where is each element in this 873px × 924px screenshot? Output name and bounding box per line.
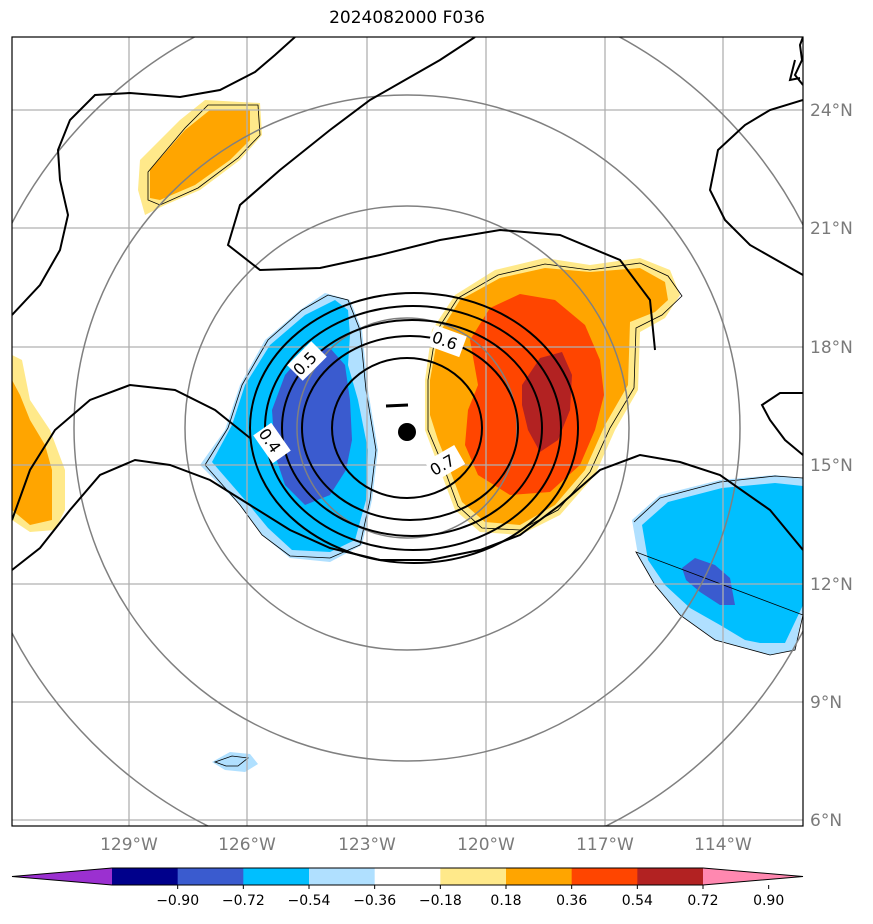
lat-label: 24°N (810, 101, 853, 121)
colorbar-segment (177, 868, 244, 885)
positive-anomaly-patch (150, 110, 250, 200)
lon-label: 129°W (100, 835, 158, 855)
map-frame (11, 36, 804, 827)
colorbar-segment (440, 868, 507, 885)
range-rings (12, 37, 803, 826)
colorbar-segment (243, 868, 310, 885)
colorbar-segment (374, 868, 441, 885)
negative-anomaly-patch (682, 558, 735, 605)
lat-label: 21°N (810, 219, 853, 239)
colorbar-extend-low (12, 868, 112, 885)
lon-label: 114°W (694, 835, 752, 855)
anomaly-outline (427, 262, 683, 531)
colorbar: −0.90 −0.72 −0.54 −0.36 −0.18 0.18 0.36 0.54 0.7… (11, 867, 804, 909)
colorbar-tick-label: 0.72 (687, 893, 718, 909)
lat-label: 9°N (810, 693, 842, 713)
lon-label: 126°W (218, 835, 276, 855)
contour-lines (12, 37, 803, 571)
lat-label: 6°N (810, 811, 842, 831)
colorbar-segment (571, 868, 638, 885)
colorbar-tick-label: 0.90 (753, 893, 784, 909)
map-title: 2024082000 F036 (329, 8, 485, 28)
lon-label: 120°W (457, 835, 515, 855)
storm-center-marker (398, 423, 416, 441)
anomaly-outline (633, 475, 803, 656)
colorbar-tick-label: −0.90 (156, 893, 199, 909)
negative-anomaly-patch (212, 752, 258, 772)
lat-label: 12°N (810, 575, 853, 595)
colorbar-tick-label: 0.54 (622, 893, 653, 909)
colorbar-tick-label: 0.36 (556, 893, 587, 909)
colorbar-tick-label: −0.72 (222, 893, 265, 909)
colorbar-segment (506, 868, 573, 885)
anomaly-outline (204, 294, 377, 559)
lat-lon-grid (12, 37, 803, 826)
positive-anomaly-patch (522, 352, 572, 452)
colorbar-tick-label: −0.54 (288, 893, 331, 909)
positive-anomaly-patch (12, 380, 52, 525)
colorbar-outline (11, 867, 804, 886)
lat-label: 18°N (810, 338, 853, 358)
colorbar-extend-high (703, 868, 803, 885)
colorbar-tick-label: −0.18 (419, 893, 462, 909)
colorbar-tick-label: −0.36 (353, 893, 396, 909)
colorbar-tick-label: 0.18 (490, 893, 521, 909)
colorbar-segment (637, 868, 704, 885)
anomaly-shading (12, 100, 803, 772)
storm-motion-marker (385, 403, 409, 408)
anomaly-outline (147, 104, 261, 206)
map-plot-area (12, 37, 803, 826)
colorbar-segment (309, 868, 376, 885)
lon-label: 123°W (338, 835, 396, 855)
colorbar-segment (112, 868, 179, 885)
lat-label: 15°N (810, 456, 853, 476)
lon-label: 117°W (576, 835, 634, 855)
anomaly-outline (213, 755, 249, 767)
